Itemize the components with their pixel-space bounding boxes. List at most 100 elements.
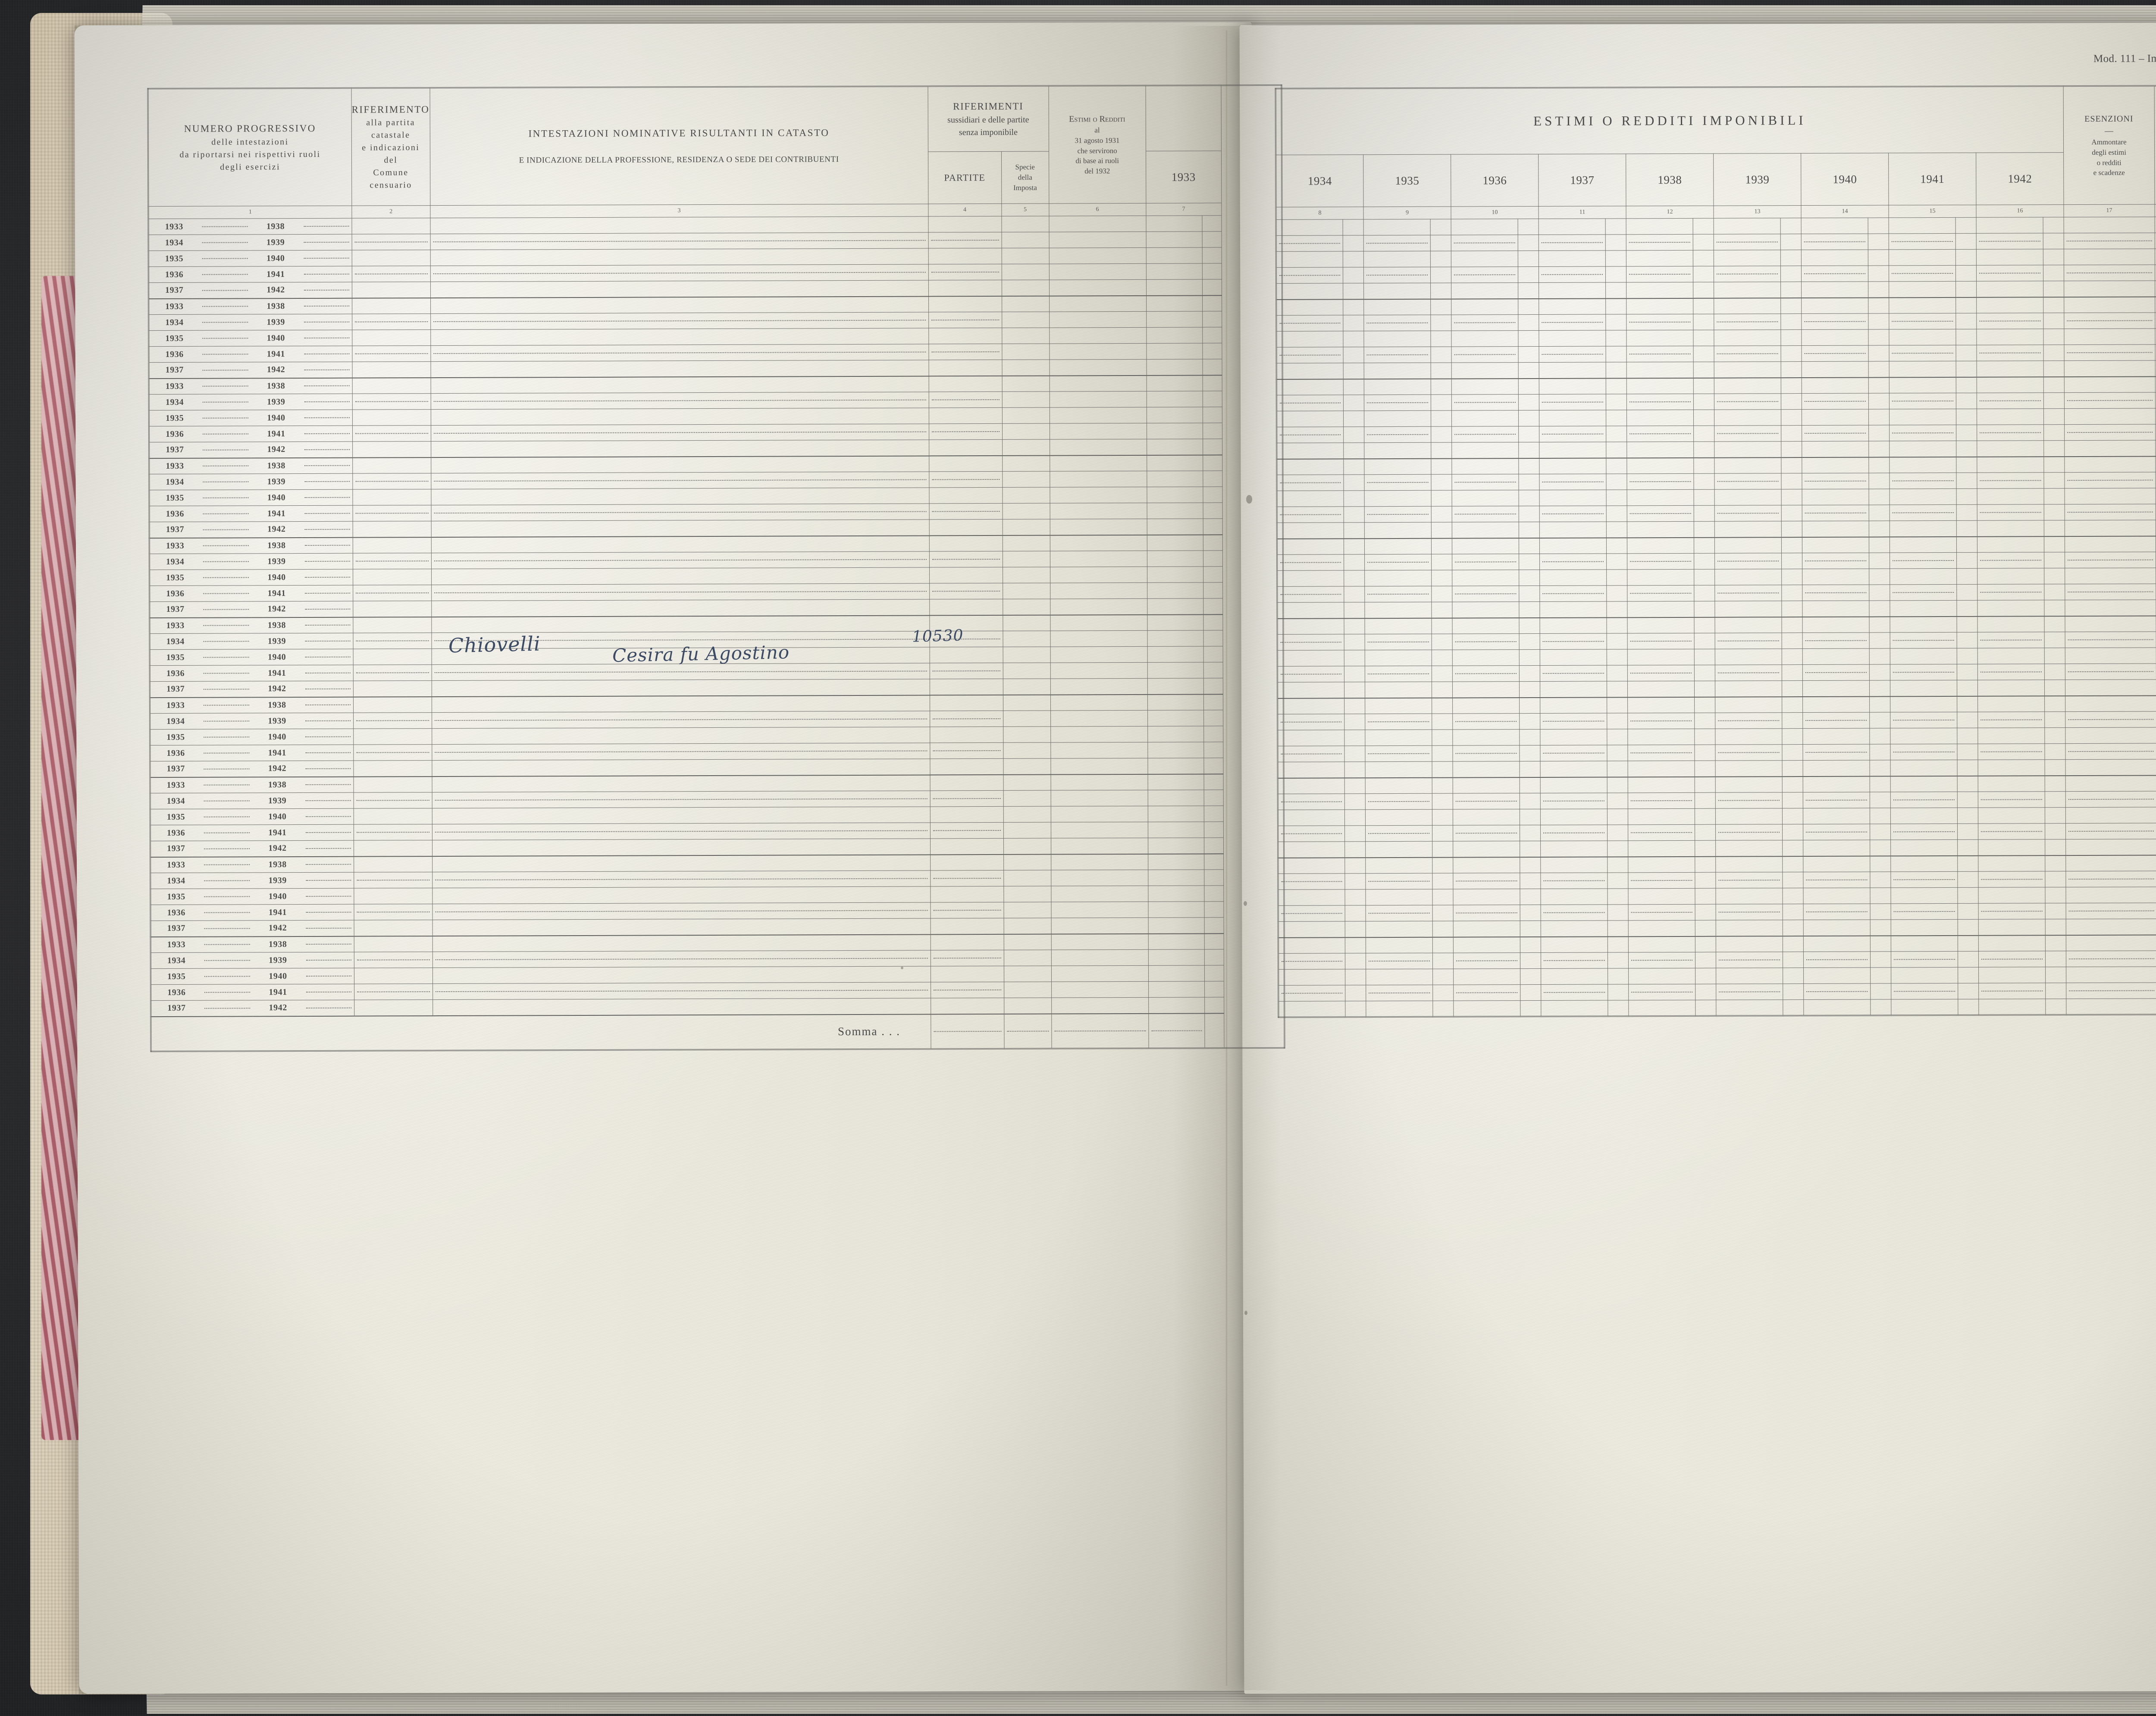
ledger-row[interactable]	[1277, 504, 2156, 523]
ledger-row[interactable]	[1278, 871, 2156, 890]
cell-1934-lire[interactable]	[1278, 746, 1344, 762]
cell-1940-lire[interactable]	[1802, 553, 1869, 569]
cell-1940-lire[interactable]	[1803, 744, 1870, 760]
cell-1940-lire[interactable]	[1801, 234, 1868, 250]
cell-partite[interactable]	[930, 806, 1003, 823]
cell-partite[interactable]	[929, 599, 1003, 615]
cell-1937-lire[interactable]	[1539, 266, 1605, 282]
cell-specie[interactable]	[1002, 216, 1049, 232]
cell-1933-lire[interactable]	[1147, 630, 1203, 646]
cell-1936-cent[interactable]	[1518, 362, 1539, 378]
cell-estimi-1931[interactable]	[1050, 630, 1147, 647]
cell-1941-cent[interactable]	[1956, 520, 1977, 536]
cell-1934-lire[interactable]	[1277, 570, 1344, 586]
cell-1942-cent[interactable]	[2045, 792, 2065, 808]
cell-1936-lire[interactable]	[1453, 825, 1520, 841]
cell-1940-cent[interactable]	[1869, 457, 1890, 473]
cell-1938-lire[interactable]	[1626, 250, 1693, 266]
cell-riferimento[interactable]	[352, 426, 431, 442]
cell-1933-cent[interactable]	[1204, 838, 1223, 854]
cell-1936-cent[interactable]	[1519, 426, 1539, 442]
cell-1937-lire[interactable]	[1541, 1000, 1608, 1016]
row-fill-right[interactable]	[303, 808, 354, 824]
cell-1935-lire[interactable]	[1366, 921, 1432, 937]
cell-1938-lire[interactable]	[1628, 761, 1695, 777]
cell-1934-lire[interactable]	[1277, 586, 1344, 602]
cell-1939-lire[interactable]	[1714, 298, 1781, 314]
cell-1938-cent[interactable]	[1693, 234, 1714, 250]
cell-estimi-1931[interactable]	[1050, 710, 1147, 726]
ledger-row[interactable]	[1276, 392, 2156, 411]
cell-1941-cent[interactable]	[1956, 297, 1977, 313]
cell-1941-lire[interactable]	[1890, 584, 1957, 600]
cell-1934-lire[interactable]	[1277, 539, 1344, 554]
cell-1934-cent[interactable]	[1343, 219, 1363, 235]
row-fill-right[interactable]	[302, 473, 353, 489]
row-fill-left[interactable]	[201, 968, 252, 984]
cell-1939-lire[interactable]	[1716, 984, 1783, 1000]
cell-1941-cent[interactable]	[1956, 425, 1977, 441]
cell-1939-lire[interactable]	[1715, 617, 1782, 633]
cell-1942-cent[interactable]	[2043, 313, 2064, 329]
cell-esenzioni[interactable]	[2065, 791, 2156, 808]
cell-1940-cent[interactable]	[1870, 696, 1890, 712]
cell-1933-lire[interactable]	[1147, 455, 1203, 471]
cell-1935-lire[interactable]	[1366, 953, 1432, 969]
row-fill-right[interactable]	[301, 234, 352, 250]
cell-1939-cent[interactable]	[1782, 633, 1802, 649]
ledger-row[interactable]	[1278, 823, 2156, 842]
cell-1933-cent[interactable]	[1202, 247, 1222, 263]
cell-1941-cent[interactable]	[1958, 951, 1978, 967]
cell-1940-cent[interactable]	[1871, 983, 1891, 999]
cell-1935-lire[interactable]	[1365, 761, 1432, 777]
cell-1939-lire[interactable]	[1714, 266, 1780, 282]
row-fill-right[interactable]	[301, 330, 352, 346]
row-fill-left[interactable]	[201, 633, 251, 649]
cell-1940-cent[interactable]	[1868, 297, 1889, 313]
cell-1942-lire[interactable]	[1977, 520, 2044, 536]
cell-1940-lire[interactable]	[1803, 952, 1870, 968]
cell-1942-lire[interactable]	[1979, 983, 2046, 999]
cell-estimi-1931[interactable]	[1050, 375, 1147, 391]
ledger-row[interactable]	[1277, 679, 2156, 698]
cell-specie[interactable]	[1002, 344, 1049, 360]
cell-1939-lire[interactable]	[1715, 585, 1782, 601]
cell-1935-cent[interactable]	[1432, 825, 1453, 841]
cell-estimi-1931[interactable]	[1049, 343, 1146, 360]
cell-1933-cent[interactable]	[1202, 279, 1222, 295]
cell-estimi-1931[interactable]	[1051, 822, 1148, 838]
cell-esenzioni[interactable]	[2065, 488, 2156, 504]
cell-1942-lire[interactable]	[1977, 297, 2043, 313]
cell-1941-cent[interactable]	[1957, 808, 1978, 824]
cell-1942-lire[interactable]	[1976, 233, 2043, 249]
cell-riferimento[interactable]	[353, 697, 432, 713]
cell-1937-cent[interactable]	[1607, 809, 1628, 825]
ledger-row[interactable]	[1278, 759, 2156, 778]
cell-1942-lire[interactable]	[1977, 680, 2044, 696]
row-fill-left[interactable]	[201, 905, 252, 921]
cell-1940-lire[interactable]	[1802, 377, 1868, 393]
cell-1940-lire[interactable]	[1803, 696, 1870, 712]
cell-riferimento[interactable]	[352, 314, 431, 330]
cell-1942-cent[interactable]	[2045, 935, 2066, 951]
cell-intestazione[interactable]	[431, 567, 929, 585]
cell-estimi-1931[interactable]	[1049, 247, 1146, 264]
cell-riferimento[interactable]	[352, 346, 431, 362]
cell-1942-lire[interactable]	[1977, 568, 2044, 584]
cell-1939-lire[interactable]	[1716, 904, 1783, 920]
cell-1940-lire[interactable]	[1802, 409, 1868, 425]
cell-1940-cent[interactable]	[1870, 744, 1890, 760]
cell-1936-lire[interactable]	[1453, 857, 1520, 873]
cell-riferimento[interactable]	[352, 378, 431, 394]
cell-riferimento[interactable]	[352, 250, 430, 266]
cell-specie[interactable]	[1002, 439, 1050, 455]
cell-1940-lire[interactable]	[1803, 856, 1870, 872]
cell-intestazione[interactable]	[432, 871, 930, 888]
cell-1938-cent[interactable]	[1694, 537, 1714, 553]
cell-1937-cent[interactable]	[1606, 346, 1626, 362]
cell-intestazione[interactable]	[431, 440, 929, 457]
cell-1940-lire[interactable]	[1803, 872, 1870, 888]
cell-1939-lire[interactable]	[1715, 777, 1782, 792]
cell-1936-cent[interactable]	[1520, 745, 1540, 761]
cell-estimi-1931[interactable]	[1051, 886, 1148, 902]
